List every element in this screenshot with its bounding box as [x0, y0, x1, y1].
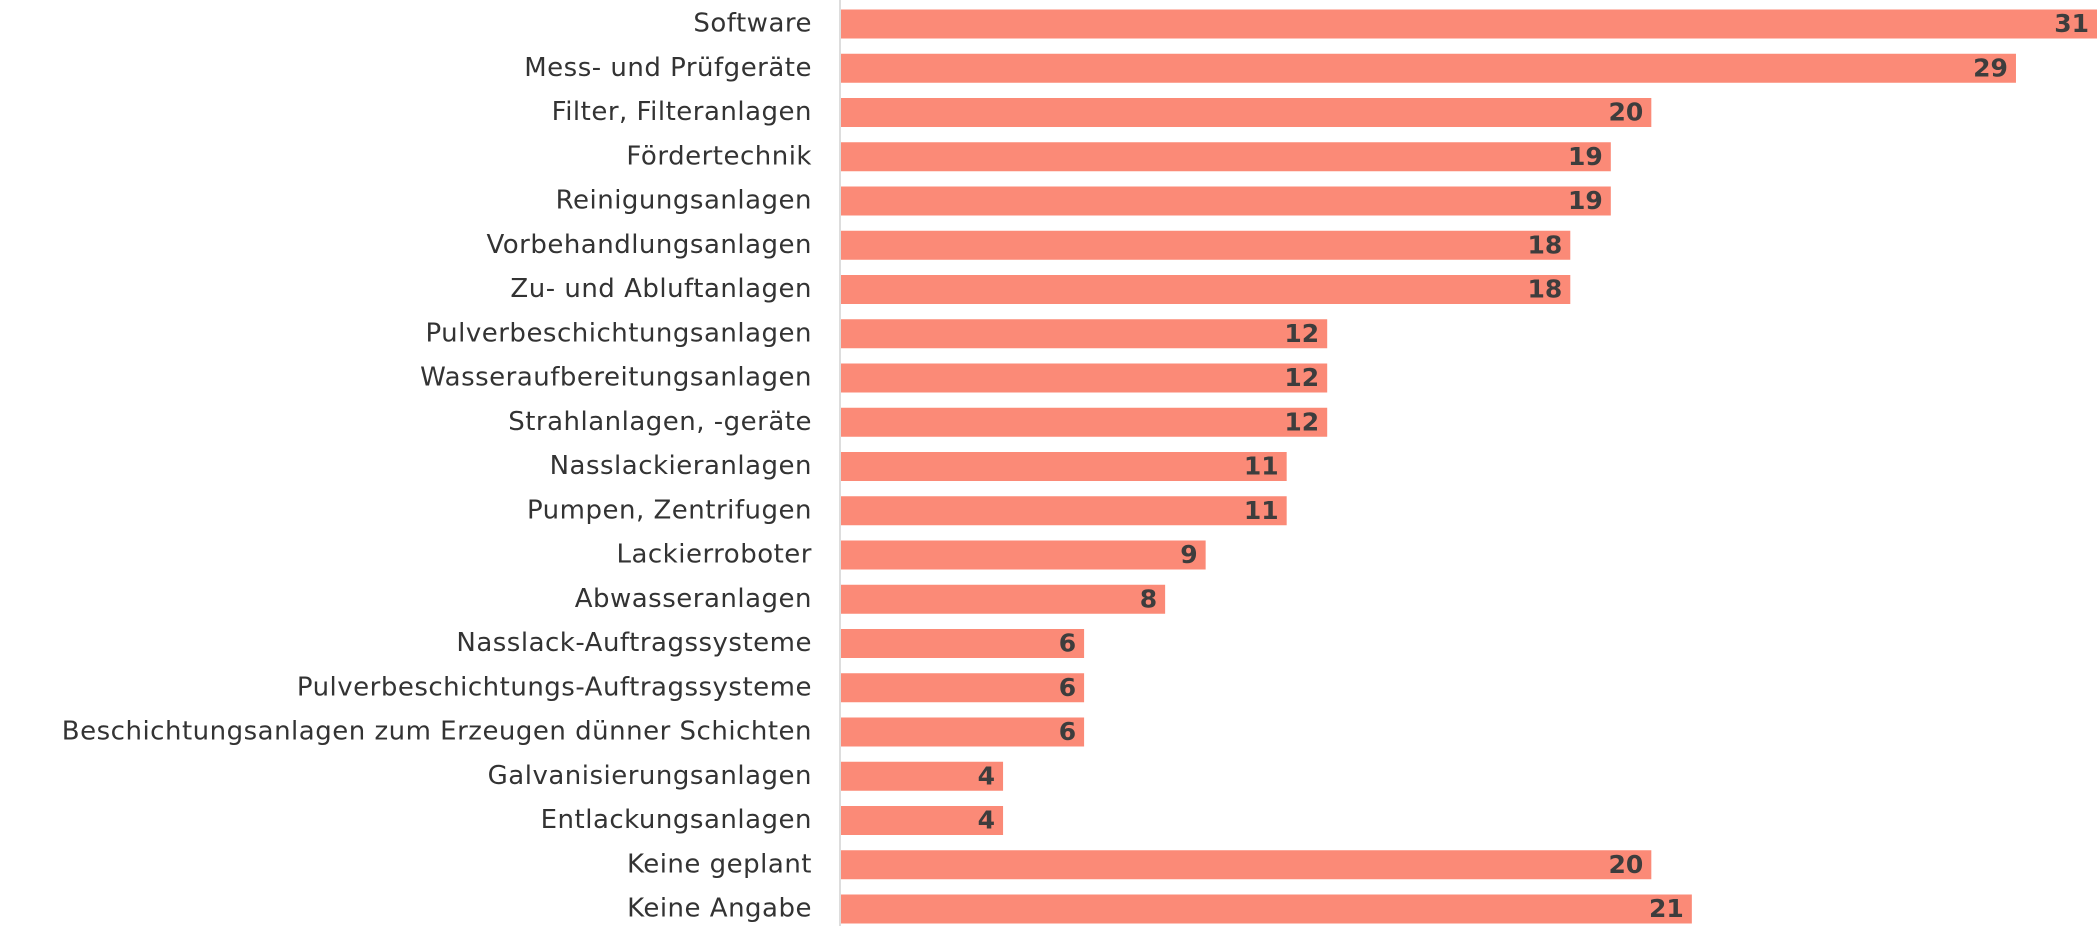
category-label: Abwasseranlagen [575, 584, 812, 614]
category-label: Nasslackieranlagen [550, 451, 812, 481]
category-label: Pulverbeschichtungsanlagen [425, 318, 812, 348]
value-label: 18 [1527, 275, 1562, 304]
category-label: Entlackungsanlagen [541, 805, 812, 835]
bar [841, 540, 1206, 570]
bar [841, 629, 1085, 658]
bar [841, 894, 1692, 924]
value-label: 6 [1059, 717, 1076, 746]
bar [841, 452, 1287, 481]
category-label: Nasslack-Auftragssysteme [456, 628, 812, 658]
value-label: 12 [1284, 407, 1319, 436]
value-label: 12 [1284, 363, 1319, 392]
bar [841, 142, 1611, 172]
value-label: 9 [1180, 540, 1197, 569]
category-label: Keine geplant [627, 849, 812, 879]
bar [841, 496, 1287, 526]
bar [841, 673, 1085, 703]
category-label: Vorbehandlungsanlagen [486, 230, 812, 260]
value-label: 11 [1244, 452, 1279, 481]
value-label: 19 [1568, 186, 1603, 215]
category-label: Lackierroboter [616, 540, 812, 570]
value-label: 29 [1973, 53, 2008, 82]
category-label: Beschichtungsanlagen zum Erzeugen dünner… [62, 717, 812, 747]
category-label: Wasseraufbereitungsanlagen [420, 363, 812, 393]
category-label: Reinigungsanlagen [556, 186, 812, 216]
category-label: Galvanisierungsanlagen [488, 761, 812, 791]
value-label: 4 [978, 761, 995, 790]
bar [841, 850, 1652, 880]
bar [841, 53, 2016, 83]
category-label: Keine Angabe [627, 894, 812, 924]
category-label: Pulverbeschichtungs-Auftragssysteme [297, 672, 812, 702]
bar [841, 186, 1611, 216]
category-label: Pumpen, Zentrifugen [527, 495, 812, 525]
bar [841, 319, 1328, 349]
category-label: Zu- und Abluftanlagen [510, 274, 812, 304]
category-label: Strahlanlagen, -geräte [508, 407, 812, 437]
bar [841, 9, 2097, 39]
category-label: Fördertechnik [626, 141, 812, 171]
value-label: 4 [978, 806, 995, 835]
bar [841, 761, 1004, 791]
value-label: 21 [1649, 894, 1684, 923]
value-label: 11 [1244, 496, 1279, 525]
bar [841, 806, 1004, 835]
bar [841, 363, 1328, 393]
bar [841, 407, 1328, 437]
bar [841, 275, 1571, 304]
value-label: 6 [1059, 629, 1076, 658]
value-label: 12 [1284, 319, 1319, 348]
value-label: 31 [2054, 9, 2089, 38]
value-label: 6 [1059, 673, 1076, 702]
category-label: Software [693, 9, 812, 39]
value-label: 20 [1609, 98, 1644, 127]
value-label: 8 [1140, 584, 1157, 613]
bar [841, 584, 1166, 614]
category-label: Filter, Filteranlagen [552, 97, 812, 127]
value-label: 18 [1527, 230, 1562, 259]
bar [841, 717, 1085, 747]
value-label: 19 [1568, 142, 1603, 171]
category-label: Mess- und Prüfgeräte [524, 53, 812, 83]
value-label: 20 [1609, 850, 1644, 879]
bar [841, 230, 1571, 260]
bar [841, 98, 1652, 127]
